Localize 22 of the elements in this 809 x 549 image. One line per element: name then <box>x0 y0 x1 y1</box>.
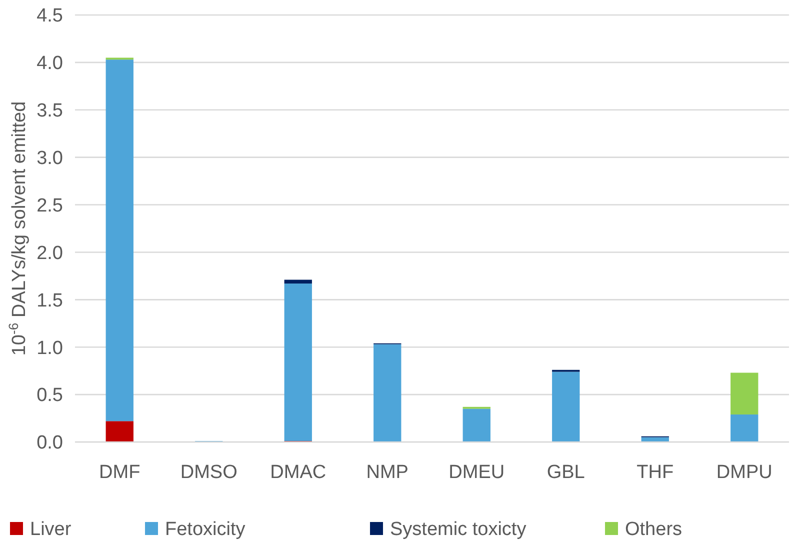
legend-label: Others <box>625 519 682 540</box>
y-tick-label: 1.5 <box>36 290 63 312</box>
y-tick-label: 4.0 <box>36 53 63 74</box>
legend-label: Systemic toxicty <box>390 519 527 540</box>
y-tick-label: 1.0 <box>36 338 63 359</box>
legend-label: Fetoxicity <box>165 519 246 540</box>
y-tick-label: 2.0 <box>36 242 63 264</box>
legend-label: Liver <box>30 519 72 540</box>
x-tick-label: DMEU <box>448 462 505 483</box>
x-tick-label: DMAC <box>270 462 326 483</box>
x-tick-label: NMP <box>366 462 408 483</box>
y-tick-label: 0.0 <box>36 432 63 454</box>
y-tick-label: 4.5 <box>36 6 63 27</box>
x-tick-label: DMSO <box>180 462 238 483</box>
y-tick-label: 2.5 <box>36 195 63 216</box>
y-tick-label: 0.5 <box>36 385 63 406</box>
y-tick-label: 3.5 <box>36 100 63 122</box>
x-tick-label: GBL <box>546 462 585 483</box>
x-tick-label: DMPU <box>716 462 772 483</box>
x-tick-label: THF <box>636 462 674 483</box>
y-tick-label: 3.0 <box>36 148 63 169</box>
x-tick-label: DMF <box>99 462 140 483</box>
